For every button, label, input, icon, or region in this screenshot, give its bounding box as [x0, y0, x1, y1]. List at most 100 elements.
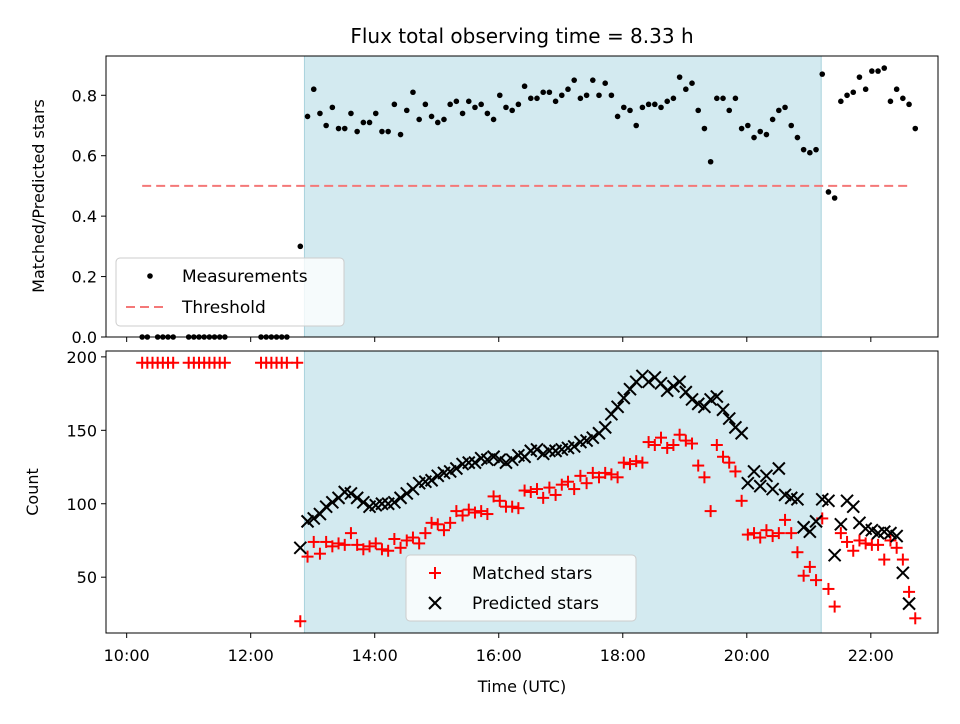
measurement-point — [329, 104, 336, 111]
measurement-point — [652, 101, 658, 108]
matched-star-point — [673, 428, 686, 441]
measurement-point — [850, 89, 857, 96]
matched-star-point — [462, 503, 475, 516]
matched-star-point — [617, 456, 630, 469]
top-y-axis-label: Matched/Predicted stars — [29, 99, 48, 293]
predicted-star-point — [424, 473, 439, 487]
measurement-point — [490, 116, 497, 123]
measurement-point — [831, 195, 838, 201]
matched-star-point — [636, 456, 649, 469]
matched-star-point — [729, 465, 742, 478]
matched-star-point — [382, 544, 395, 557]
measurement-point — [732, 95, 739, 102]
measurement-point — [893, 86, 900, 93]
measurement-point — [701, 125, 708, 132]
predicted-star-point — [325, 495, 340, 509]
predicted-star-point — [610, 400, 625, 414]
matched-star-point — [218, 356, 231, 369]
predicted-star-point — [790, 492, 805, 507]
measurement-point — [372, 110, 379, 117]
predicted-star-point — [350, 491, 364, 505]
measurement-point — [403, 107, 410, 114]
measurement-point — [391, 101, 398, 108]
matched-star-point — [450, 505, 463, 518]
predicted-star-point — [772, 461, 786, 476]
predicted-star-point — [617, 391, 631, 405]
measurement-point — [484, 110, 491, 117]
matched-star-point — [413, 537, 426, 550]
top-y-tick-label: 0.0 — [72, 328, 97, 347]
predicted-star-point — [803, 524, 817, 539]
top-x-ticks — [126, 337, 872, 342]
matched-star-point — [530, 483, 543, 496]
measurement-point — [800, 146, 807, 153]
measurement-point — [745, 122, 751, 129]
matched-star-point — [301, 550, 314, 563]
matched-star-point — [357, 543, 370, 556]
matched-star-point — [624, 458, 637, 471]
predicted-star-point — [722, 411, 736, 426]
predicted-star-point — [846, 499, 860, 514]
matched-star-point — [890, 541, 903, 554]
measurement-point — [540, 89, 546, 96]
predicted-star-point — [542, 444, 557, 458]
measurement-point — [602, 80, 608, 86]
top-y-tick-label: 0.6 — [72, 147, 97, 166]
matched-star-point — [320, 535, 333, 548]
matched-star-point — [468, 506, 481, 519]
measurement-point — [434, 119, 441, 126]
predicted-star-point — [293, 541, 308, 555]
legend-matched-stars: Matched stars — [472, 564, 592, 584]
measurement-point — [397, 131, 404, 138]
matched-star-point — [810, 574, 823, 587]
measurement-point — [695, 107, 702, 114]
predicted-star-point — [834, 517, 848, 532]
measurement-point — [664, 98, 671, 105]
measurement-point — [496, 92, 503, 99]
measurement-point — [323, 122, 329, 129]
matched-star-point — [351, 538, 364, 551]
measurement-point — [788, 122, 795, 129]
measurement-point — [807, 149, 813, 156]
measurement-point — [521, 83, 528, 90]
matched-star-point — [512, 502, 525, 515]
measurement-point — [844, 92, 850, 99]
measurement-point — [813, 146, 819, 153]
matched-star-point — [313, 547, 326, 560]
predicted-star-point — [734, 426, 749, 440]
matched-star-point — [822, 582, 835, 595]
matched-star-point — [686, 437, 699, 450]
legend-predicted-stars: Predicted stars — [472, 594, 599, 614]
matched-star-point — [599, 466, 612, 479]
legend-threshold: Threshold — [181, 298, 266, 318]
measurement-point — [658, 104, 664, 111]
matched-star-point — [766, 530, 779, 543]
top-y-ticks: 0.0 0.2 0.4 0.6 0.8 — [72, 86, 106, 347]
measurement-point — [335, 125, 342, 132]
predicted-star-point — [307, 511, 321, 526]
x-tick-label: 18:00 — [600, 646, 646, 665]
measurement-point — [875, 68, 881, 74]
matched-star-point — [586, 466, 599, 479]
measurement-point — [410, 89, 416, 96]
measurement-point — [670, 95, 677, 102]
measurement-point — [348, 110, 354, 117]
matched-star-point — [704, 505, 717, 518]
measurement-point — [819, 71, 826, 77]
matched-star-point — [580, 477, 593, 490]
matched-star-point — [772, 527, 785, 540]
predicted-star-point — [666, 379, 681, 393]
matched-star-point — [338, 538, 351, 551]
measurement-point — [714, 95, 720, 102]
matched-star-point — [487, 490, 500, 503]
bottom-y-axis-label: Count — [23, 468, 42, 516]
measurement-point — [354, 128, 360, 135]
predicted-star-point — [567, 439, 581, 454]
matched-star-point — [344, 527, 357, 540]
matched-star-point — [437, 524, 450, 537]
matched-star-point — [574, 469, 587, 482]
matched-star-point — [754, 531, 767, 544]
matched-star-point — [506, 500, 519, 513]
matched-star-point — [630, 455, 643, 468]
measurement-point — [589, 77, 596, 83]
